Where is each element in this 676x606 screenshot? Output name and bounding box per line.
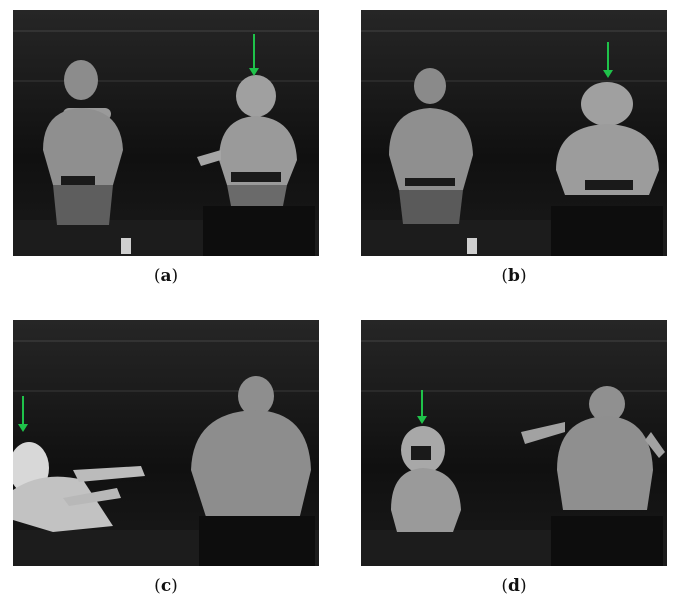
thermal-image-panel-b [361, 10, 667, 256]
thermal-image-panel-d [361, 320, 667, 566]
caption-a-letter: a [160, 266, 172, 286]
caption-c-letter: c [160, 576, 172, 596]
thermal-image-panel-c [13, 320, 319, 566]
caption-b-letter: b [508, 266, 520, 286]
caption-b: (b) [501, 266, 527, 286]
caption-d-letter: d [508, 576, 520, 596]
caption-d: (d) [501, 576, 527, 596]
thermal-image-panel-a [13, 10, 319, 256]
caption-a: (a) [153, 266, 179, 286]
caption-c: (c) [154, 576, 178, 596]
